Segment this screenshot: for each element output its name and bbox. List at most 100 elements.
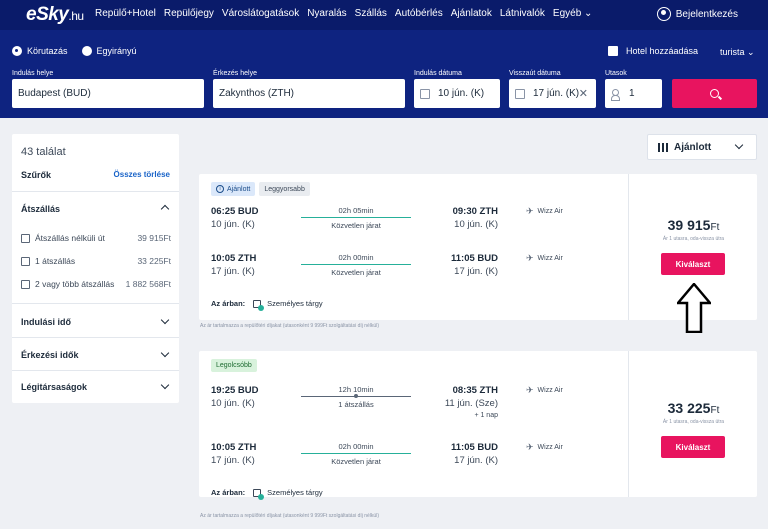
nav-item-holidays[interactable]: Nyaralás	[307, 8, 347, 19]
departure-time-filter[interactable]: Indulási idő	[21, 317, 72, 327]
airline-info: ✈ Wizz Air	[526, 442, 563, 452]
stop-option-2-plus-stops[interactable]: 2 vagy több átszállás 1 882 568Ft	[21, 279, 171, 289]
nav-item-flight-hotel[interactable]: Repülő+Hotel	[95, 8, 156, 19]
departure-time: 10:05 ZTH	[211, 442, 257, 453]
arrival-time: 11:05 BUD	[451, 442, 498, 453]
sliders-icon	[658, 142, 668, 152]
arrival-date: 17 jún. (K)	[454, 455, 498, 466]
nav-item-flights[interactable]: Repülőjegy	[163, 8, 214, 19]
stops-info: 1 átszállás	[338, 400, 374, 409]
chevron-up-icon[interactable]	[160, 204, 170, 214]
select-button[interactable]: Kiválaszt	[661, 436, 725, 458]
chevron-down-icon[interactable]	[160, 315, 170, 325]
esky-logo[interactable]: eSky.hu	[26, 4, 84, 25]
stop-option-1-stop[interactable]: 1 átszállás 33 225Ft	[21, 256, 171, 266]
divider	[12, 303, 179, 304]
stops-filter-title[interactable]: Átszállás	[21, 204, 61, 214]
divider	[12, 191, 179, 192]
passengers-label: Utasok	[605, 70, 627, 77]
chevron-down-icon: ⌄	[584, 8, 593, 19]
price-note: Ár 1 utasra, oda-vissza útra	[662, 419, 725, 425]
included-items: Az árban: Személyes tárgy	[211, 488, 323, 500]
filters-title: Szűrők	[21, 170, 52, 180]
price-disclaimer: Az ár tartalmazza a repülőtéri díjakat (…	[200, 323, 379, 329]
chevron-down-icon[interactable]	[160, 380, 170, 390]
chevron-down-icon: ⌄	[747, 47, 755, 57]
departure-date: 17 jún. (K)	[211, 455, 255, 466]
passengers-field[interactable]: 1	[605, 79, 662, 108]
price-amount: 33 225Ft	[667, 400, 720, 416]
radio-icon	[81, 46, 92, 56]
return-date-label: Visszaút dátuma	[509, 70, 561, 77]
trip-type-roundtrip[interactable]: Körutazás	[12, 46, 68, 56]
badge-row: Legolcsóbb	[211, 359, 257, 372]
departure-date-label: Indulás dátuma	[414, 70, 462, 77]
nav-item-attractions[interactable]: Látnivalók	[499, 8, 545, 19]
clear-all-filters-link[interactable]: Összes törlése	[113, 170, 170, 179]
search-button[interactable]	[672, 79, 757, 108]
plane-icon: ✈	[526, 442, 534, 452]
outbound-segment: 06:25 BUD 10 jún. (K) 02h 05min Közvetle…	[211, 206, 616, 246]
sort-select[interactable]: Ajánlott	[647, 134, 757, 160]
return-segment: 10:05 ZTH 17 jún. (K) 02h 00min Közvetle…	[211, 442, 616, 482]
checkbox-icon	[21, 279, 30, 289]
flight-result-card: Legolcsóbb 19:25 BUD 10 jún. (K) 12h 10m…	[199, 351, 757, 500]
arrival-time: 11:05 BUD	[451, 253, 498, 264]
airlines-filter[interactable]: Légitársaságok	[21, 382, 88, 392]
outbound-segment: 19:25 BUD 10 jún. (K) 12h 10min 1 átszál…	[211, 385, 616, 425]
calendar-icon	[420, 88, 430, 99]
airline-info: ✈ Wizz Air	[526, 253, 563, 263]
arrival-time-filter[interactable]: Érkezési idők	[21, 350, 79, 360]
airline-info: ✈ Wizz Air	[526, 206, 563, 216]
badge-row: i Ajánlott Leggyorsabb	[211, 182, 310, 196]
nav-item-city-breaks[interactable]: Városlátogatások	[221, 8, 300, 19]
user-icon	[656, 7, 671, 21]
login-button[interactable]: Bejelentkezés	[656, 7, 738, 21]
route-line	[301, 453, 411, 454]
trip-type-oneway[interactable]: Egyirányú	[81, 46, 137, 56]
arrival-date: 17 jún. (K)	[454, 266, 498, 277]
chevron-down-icon[interactable]	[160, 348, 170, 358]
return-segment: 10:05 ZTH 17 jún. (K) 02h 00min Közvetle…	[211, 253, 616, 293]
calendar-icon	[515, 88, 525, 99]
price-box: 33 225Ft Ár 1 utasra, oda-vissza útra Ki…	[628, 351, 757, 497]
clear-icon[interactable]: ✕	[578, 88, 588, 100]
departure-time: 10:05 ZTH	[211, 253, 257, 264]
departure-date-field[interactable]: 10 jún. (K)	[414, 79, 500, 108]
stops-info: Közvetlen járat	[331, 221, 381, 230]
main-nav: Repülő+Hotel Repülőjegy Városlátogatások…	[95, 8, 592, 19]
personal-item-icon	[253, 299, 265, 311]
from-label: Indulás helye	[12, 70, 54, 77]
checkbox-icon	[21, 256, 30, 266]
chevron-down-icon	[734, 140, 744, 150]
top-nav-bar: eSky.hu Repülő+Hotel Repülőjegy Városlát…	[0, 0, 768, 30]
divider	[12, 370, 179, 371]
nav-item-more[interactable]: Egyéb ⌄	[552, 8, 593, 19]
filters-sidebar: 43 találat Szűrők Összes törlése Átszáll…	[12, 134, 179, 403]
plane-icon: ✈	[526, 253, 534, 263]
add-hotel-checkbox[interactable]: Hotel hozzáadása	[608, 46, 698, 56]
cabin-class-select[interactable]: turista ⌄	[720, 47, 755, 57]
flight-duration: 12h 10min	[338, 385, 374, 394]
plane-icon: ✈	[526, 385, 534, 395]
price-box: 39 915Ft Ár 1 utasra, oda-vissza útra Ki…	[628, 174, 757, 320]
departure-date: 17 jún. (K)	[211, 266, 255, 277]
airline-info: ✈ Wizz Air	[526, 385, 563, 395]
stop-option-nonstop[interactable]: Átszállás nélküli út 39 915Ft	[21, 233, 171, 243]
return-date-field[interactable]: 17 jún. (K) ✕	[509, 79, 596, 108]
results-count: 43 találat	[21, 146, 66, 158]
next-day-indicator: + 1 nap	[474, 412, 498, 419]
departure-date: 10 jún. (K)	[211, 398, 255, 409]
checkbox-icon	[608, 46, 618, 56]
flight-duration: 02h 00min	[338, 253, 374, 262]
price-amount: 39 915Ft	[667, 217, 720, 233]
departure-time: 19:25 BUD	[211, 385, 259, 396]
from-field[interactable]: Budapest (BUD)	[12, 79, 204, 108]
select-button[interactable]: Kiválaszt	[661, 253, 725, 275]
checkbox-icon	[21, 233, 30, 243]
nav-item-car-rental[interactable]: Autóbérlés	[394, 8, 443, 19]
to-field[interactable]: Zakynthos (ZTH)	[213, 79, 405, 108]
nav-item-accommodation[interactable]: Szállás	[354, 8, 387, 19]
recommended-badge: i Ajánlott	[211, 182, 256, 196]
nav-item-offers[interactable]: Ajánlatok	[450, 8, 492, 19]
